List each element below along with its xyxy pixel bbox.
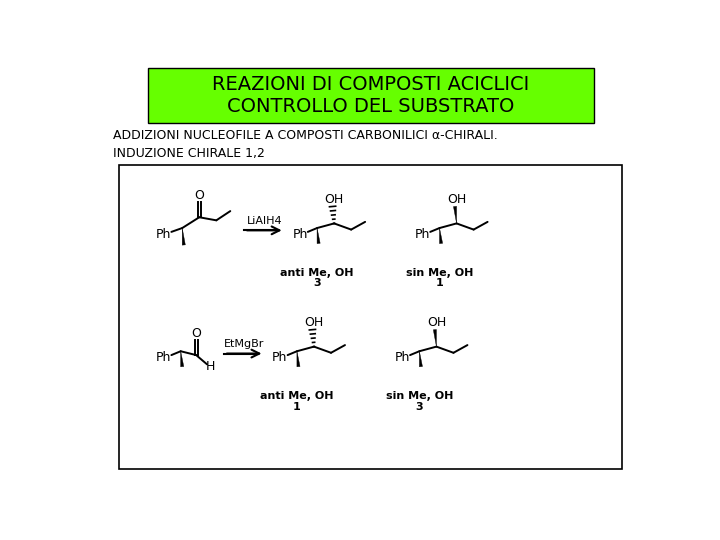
Polygon shape [181,351,184,367]
Text: OH: OH [305,316,323,329]
Text: INDUZIONE CHIRALE 1,2: INDUZIONE CHIRALE 1,2 [113,147,265,160]
Text: sin Me, OH: sin Me, OH [406,268,473,278]
Text: H: H [206,360,215,373]
Text: Ph: Ph [156,228,171,241]
Text: O: O [192,327,201,340]
Text: ADDIZIONI NUCLEOFILE A COMPOSTI CARBONILICI α-CHIRALI.: ADDIZIONI NUCLEOFILE A COMPOSTI CARBONIL… [113,129,498,142]
Text: 3: 3 [415,402,423,411]
Text: Ph: Ph [415,228,430,241]
Text: CONTROLLO DEL SUBSTRATO: CONTROLLO DEL SUBSTRATO [227,97,514,116]
Text: Ph: Ph [395,351,410,364]
Polygon shape [439,228,443,244]
Text: anti Me, OH: anti Me, OH [280,268,354,278]
Text: REAZIONI DI COMPOSTI ACICLICI: REAZIONI DI COMPOSTI ACICLICI [212,75,529,94]
Text: 1: 1 [293,402,301,411]
Text: OH: OH [427,316,446,329]
Text: Ph: Ph [272,351,287,364]
Text: LiAlH4: LiAlH4 [246,216,282,226]
Text: O: O [194,189,204,202]
Polygon shape [317,228,320,244]
FancyBboxPatch shape [148,68,594,123]
FancyBboxPatch shape [120,165,621,469]
Text: anti Me, OH: anti Me, OH [260,391,333,401]
Text: OH: OH [447,193,467,206]
Text: Ph: Ph [156,351,171,364]
Text: Ph: Ph [292,228,307,241]
Text: 1: 1 [436,279,444,288]
Polygon shape [454,206,456,224]
Text: EtMgBr: EtMgBr [224,339,264,349]
Text: sin Me, OH: sin Me, OH [386,391,453,401]
Polygon shape [419,351,423,367]
Text: 3: 3 [313,279,321,288]
Text: OH: OH [325,193,343,206]
Polygon shape [182,228,185,245]
Polygon shape [297,351,300,367]
Polygon shape [433,329,436,347]
